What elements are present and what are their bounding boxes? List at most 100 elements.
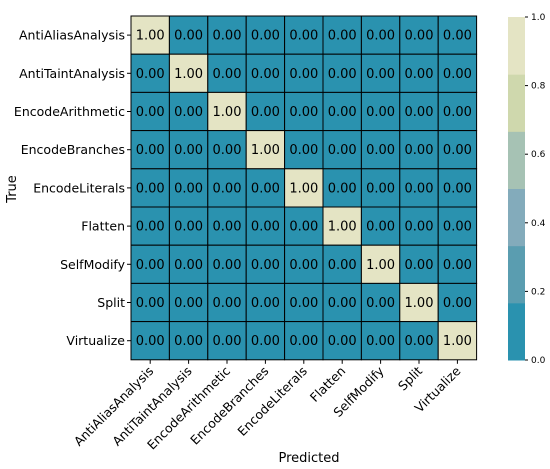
cell-value-label: 1.00 — [251, 143, 280, 158]
heatmap-cell — [130, 168, 170, 208]
colorbar-tick-label: 0.8 — [531, 82, 546, 92]
heatmap-cell — [437, 130, 478, 170]
cell-value-label: 0.00 — [174, 296, 203, 311]
cell-value-label: 0.00 — [289, 29, 318, 44]
heatmap-cell — [437, 53, 478, 93]
y-tick-label: Flatten — [81, 219, 125, 234]
heatmap-cell — [322, 282, 362, 323]
cell-value-label: 0.00 — [443, 105, 472, 120]
cell-value-label: 1.00 — [289, 181, 318, 196]
cell-value-label: 0.00 — [174, 29, 203, 44]
colorbar-tick-label: 0.0 — [531, 356, 546, 366]
y-tick-label: SelfModify — [60, 257, 126, 272]
y-tick-label: AntiAliasAnalysis — [19, 28, 125, 43]
heatmap-cell — [168, 244, 209, 284]
heatmap-cell — [284, 91, 324, 132]
heatmap-cell — [284, 244, 324, 284]
heatmap-cell — [130, 130, 170, 170]
heatmap-cell — [207, 91, 247, 132]
cell-value-label: 0.00 — [405, 181, 434, 196]
heatmap-cell — [360, 244, 401, 284]
heatmap-cell — [245, 282, 286, 323]
heatmap-cell — [245, 321, 286, 361]
cell-value-label: 0.00 — [366, 143, 395, 158]
cell-value-label: 0.00 — [174, 105, 203, 120]
colorbar-segment — [508, 17, 525, 75]
cell-value-label: 0.00 — [251, 105, 280, 120]
heatmap-cell — [322, 206, 362, 246]
heatmap-cell — [207, 321, 247, 361]
colorbar-segment — [508, 188, 525, 247]
heatmap-cell — [284, 53, 324, 93]
cell-value-label: 0.00 — [289, 334, 318, 349]
heatmap-cells: 1.00 0.00 0.00 0.00 0.00 0.00 0.00 0.00 0.00 0.00… — [130, 15, 478, 361]
cell-value-label: 0.00 — [366, 105, 395, 120]
cell-value-label: 0.00 — [174, 258, 203, 273]
heatmap-cell — [130, 321, 170, 361]
cell-value-label: 0.00 — [405, 105, 434, 120]
heatmap-cell — [399, 15, 439, 55]
cell-value-label: 0.00 — [213, 67, 242, 82]
heatmap-cell — [360, 53, 401, 93]
heatmap-cell — [130, 91, 170, 132]
y-tick-label: Virtualize — [66, 333, 125, 348]
cell-value-label: 0.00 — [328, 29, 357, 44]
cell-value-label: 0.00 — [405, 220, 434, 235]
cell-value-label: 0.00 — [174, 334, 203, 349]
cell-value-label: 1.00 — [136, 29, 165, 44]
heatmap-cell — [130, 282, 170, 323]
cell-value-label: 1.00 — [174, 67, 203, 82]
heatmap-cell — [360, 321, 401, 361]
colorbar-tick-label: 0.6 — [531, 150, 546, 160]
x-tick-label: Split — [395, 363, 425, 393]
cell-value-label: 0.00 — [251, 220, 280, 235]
cell-value-label: 0.00 — [136, 143, 165, 158]
cell-value-label: 0.00 — [213, 220, 242, 235]
cell-value-label: 0.00 — [328, 258, 357, 273]
cell-value-label: 0.00 — [289, 220, 318, 235]
cell-value-label: 0.00 — [366, 220, 395, 235]
heatmap-cell — [207, 282, 247, 323]
cell-value-label: 0.00 — [213, 29, 242, 44]
cell-value-label: 0.00 — [136, 67, 165, 82]
cell-value-label: 0.00 — [251, 181, 280, 196]
y-tick-label: AntiTaintAnalysis — [19, 66, 125, 81]
heatmap-cell — [437, 206, 478, 246]
heatmap-cell — [130, 206, 170, 246]
cell-value-label: 0.00 — [174, 143, 203, 158]
y-tick-labels: AntiAliasAnalysis AntiTaintAnalysis Encode… — [14, 28, 131, 348]
cell-value-label: 0.00 — [328, 105, 357, 120]
y-tick-label: EncodeArithmetic — [14, 104, 125, 119]
heatmap-cell — [437, 321, 478, 361]
cell-value-label: 1.00 — [405, 296, 434, 311]
heatmap-cell — [360, 282, 401, 323]
cell-value-label: 0.00 — [405, 67, 434, 82]
heatmap-cell — [284, 206, 324, 246]
heatmap-cell — [284, 321, 324, 361]
cell-value-label: 1.00 — [443, 334, 472, 349]
cell-value-label: 0.00 — [443, 220, 472, 235]
y-tick-label: Split — [97, 295, 125, 310]
cell-value-label: 0.00 — [443, 258, 472, 273]
heatmap-cell — [322, 168, 362, 208]
cell-value-label: 0.00 — [289, 67, 318, 82]
cell-value-label: 0.00 — [289, 296, 318, 311]
cell-value-label: 0.00 — [443, 143, 472, 158]
heatmap-cell — [168, 321, 209, 361]
cell-value-label: 0.00 — [366, 181, 395, 196]
x-tick-labels: AntiAliasAnalysisAntiTaintAnalysisEncode… — [71, 359, 464, 452]
y-tick-label: EncodeLiterals — [33, 180, 125, 195]
cell-value-label: 0.00 — [136, 220, 165, 235]
heatmap-cell — [245, 168, 286, 208]
cell-value-label: 0.00 — [405, 258, 434, 273]
heatmap-cell — [437, 91, 478, 132]
heatmap-cell — [168, 206, 209, 246]
cell-value-label: 0.00 — [328, 296, 357, 311]
heatmap-cell — [245, 130, 286, 170]
colorbar-segment — [508, 302, 525, 361]
cell-value-label: 0.00 — [136, 105, 165, 120]
cell-value-label: 0.00 — [405, 143, 434, 158]
colorbar-tick-label: 1.0 — [531, 13, 546, 23]
cell-value-label: 0.00 — [136, 334, 165, 349]
cell-value-label: 0.00 — [366, 334, 395, 349]
